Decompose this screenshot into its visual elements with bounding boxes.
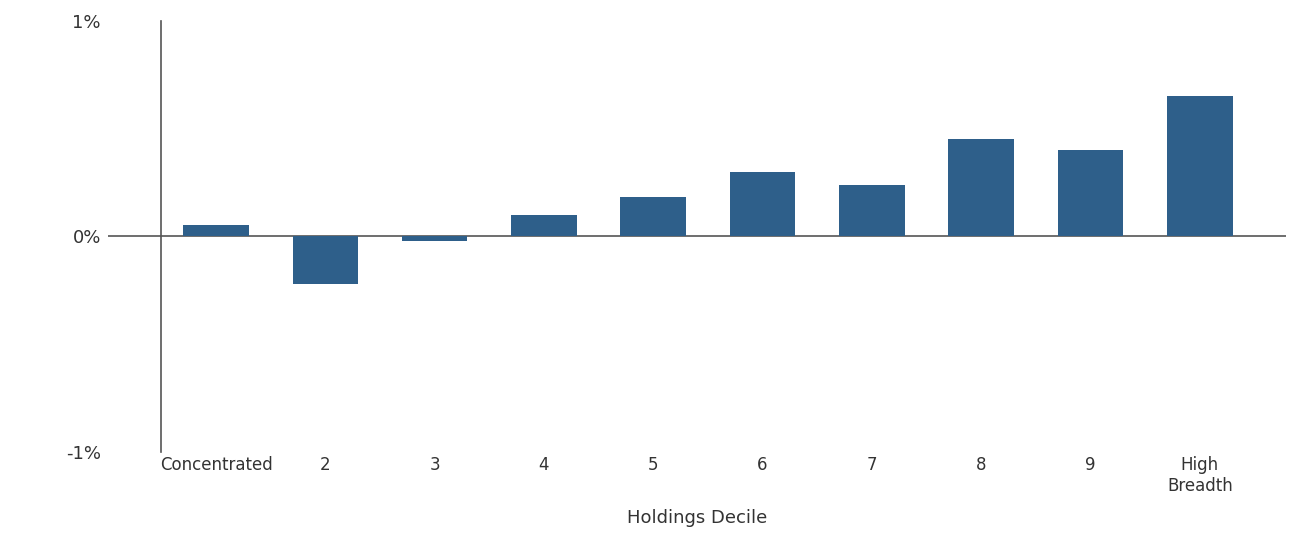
Bar (620, 198, 686, 236)
X-axis label: Holdings Decile: Holdings Decile (627, 509, 767, 527)
Bar (949, 139, 1014, 236)
Bar (402, 236, 468, 241)
Bar (729, 172, 796, 236)
Bar (183, 225, 248, 236)
Bar (1167, 96, 1232, 236)
Bar (292, 236, 358, 284)
Bar (511, 215, 577, 236)
Bar (1058, 150, 1123, 236)
Bar (838, 184, 905, 236)
